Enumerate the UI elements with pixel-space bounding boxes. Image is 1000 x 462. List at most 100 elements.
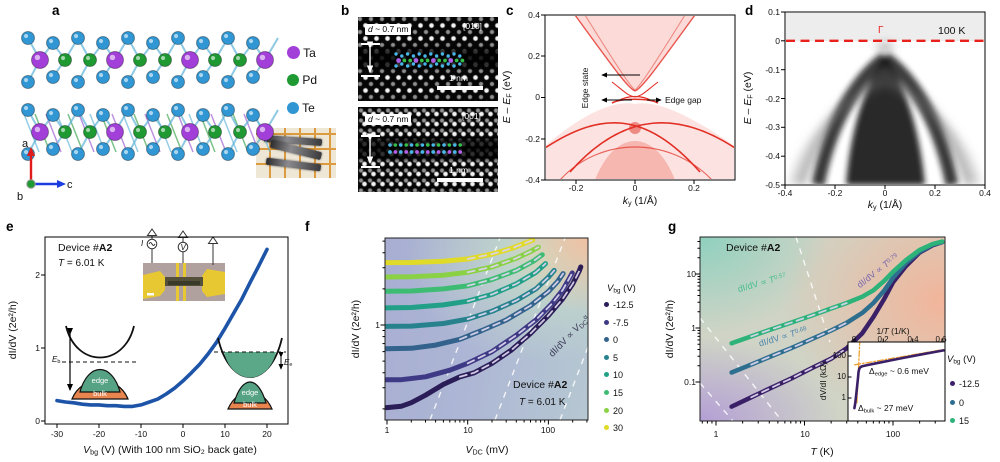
pd-atom-icon: [287, 74, 299, 86]
c-ytick: 0: [535, 92, 540, 102]
d-ytick: -0.4: [765, 151, 780, 162]
d-ytick: 0.1: [768, 7, 780, 17]
g-ytick: 0.1: [684, 377, 696, 387]
te-atom-icon: [287, 102, 299, 114]
g-ylabel: dI/dV (2e²/h): [663, 299, 676, 359]
g-device-title: Device #A2: [726, 242, 781, 254]
stem-annotations: [361, 41, 483, 182]
d-xlabel: ky (1/Å): [867, 199, 903, 212]
f-legend-entry-dot: [604, 390, 609, 395]
current-source-label: I: [141, 239, 144, 248]
edge-label: edge: [241, 388, 259, 397]
panel-e-frame: [44, 236, 289, 425]
e-ytick: 0: [35, 416, 40, 426]
f-legend-entry-dot: [604, 372, 609, 378]
arpes-art: [786, 13, 984, 184]
panel-label-d: d: [745, 3, 754, 18]
lattice-spacing-label: d ~ 0.7 nm: [365, 114, 412, 125]
d-xtick: -0.2: [827, 188, 843, 198]
panel-label-b: b: [341, 3, 350, 18]
scalebar-label: 1 nm: [449, 73, 468, 83]
edge-state-annotation: Edge state: [579, 67, 590, 109]
stem-overlays: [388, 52, 465, 154]
g-ytick: 1: [691, 323, 696, 333]
e-temperature: T = 6.01 K: [58, 258, 105, 269]
f-legend-entry-dot: [604, 425, 609, 431]
f-ylabel: dI/dV (2e²/h): [349, 299, 362, 359]
e-xtick: -20: [92, 429, 106, 439]
f-legend-entry-value: 30: [613, 423, 624, 434]
g-ytick: 10: [686, 269, 696, 279]
c-ylabel: E – EF (eV): [501, 70, 514, 124]
panel-g-ticks: [695, 240, 936, 426]
g-xtick: 10: [800, 429, 810, 439]
d-ytick: 0: [775, 35, 780, 46]
c-ytick: -0.4: [525, 175, 540, 185]
edge-gap-annotation: Edge gap: [665, 95, 702, 105]
d-ytick: -0.5: [765, 180, 780, 190]
edge-gap-value: Δedge ~ 0.6 meV: [869, 366, 929, 378]
lattice-spacing-label: d ~ 0.7 nm: [365, 24, 412, 35]
panel-f-ticks: [380, 240, 588, 425]
g-xtick: 1: [713, 429, 719, 439]
panel-e-ticks: [41, 274, 268, 428]
f-legend-entry-dot: [604, 407, 609, 413]
g-inset-xlabel: 1/T (1/K): [876, 326, 910, 336]
f-temperature: T = 6.01 K: [519, 397, 566, 408]
edge-gap-energy-label: Ee: [284, 358, 293, 369]
d-temperature-label: 100 K: [938, 25, 966, 37]
f-legend-entry-value: 20: [613, 405, 624, 416]
panel-label-f: f: [305, 219, 310, 234]
band-schematic-left: [62, 325, 138, 400]
e-xtick: 20: [262, 429, 272, 439]
c-ytick: -0.2: [525, 134, 540, 144]
e-xtick: 0: [180, 429, 186, 439]
axis-b-label: b: [17, 191, 24, 203]
c-xtick: -0.2: [568, 183, 584, 193]
e-ytick: 1: [35, 343, 40, 353]
e-ylabel: dI/dV (2e²/h): [6, 300, 19, 360]
d-ytick: -0.1: [765, 64, 780, 75]
panel-d-ticks: [781, 11, 986, 189]
f-xtick: 10: [463, 425, 473, 435]
panel-f-curves: [385, 238, 584, 411]
ta-atom-icon: [287, 46, 300, 59]
c-xlabel: ky (1/Å): [622, 195, 658, 208]
d-ylabel: E – EF (eV): [742, 71, 755, 125]
f-legend-entry-dot: [604, 354, 609, 360]
bulk-label: bulk: [243, 400, 257, 409]
axis-a-label: a: [22, 138, 29, 150]
d-ytick: -0.2: [765, 93, 780, 104]
panel-g-inset-frame: [847, 341, 946, 422]
panel-g-inset-ticks: [848, 338, 943, 399]
g-legend-entry-dot: [950, 418, 955, 423]
band-structure-art: [546, 16, 734, 179]
band-schematic-right: [214, 337, 286, 410]
panel-f-frame: [384, 237, 589, 421]
f-legend-entry-dot: [604, 337, 609, 343]
band-annotation-arrows: [601, 72, 662, 103]
e-xtick: -30: [50, 429, 64, 439]
bulk-label: bulk: [93, 389, 107, 398]
bulk-gap-label: Eb: [52, 355, 61, 366]
g-legend-entry-value: 0: [959, 397, 965, 408]
f-legend-entry-value: -12.5: [613, 300, 634, 310]
panel-f-guides: [429, 238, 588, 420]
g-xlabel: T (K): [810, 446, 834, 458]
scalebar-label: 1 nm: [449, 165, 468, 175]
g-xtick: 100: [885, 429, 901, 439]
d-ytick: -0.3: [765, 122, 780, 133]
c-ytick: 0.4: [528, 10, 540, 20]
g-legend-title: Vbg (V): [947, 354, 976, 366]
panel-c-ticks: [541, 14, 695, 184]
f-xtick: 100: [540, 425, 556, 435]
panel-label-c: c: [506, 3, 514, 18]
d-xtick: -0.4: [777, 188, 793, 198]
c-xtick: 0.2: [688, 183, 700, 193]
e-xlabel: Vbg (V) (With 100 nm SiO₂ back gate): [83, 444, 257, 457]
g-inset-xtick: 0.4: [907, 335, 919, 344]
d-xtick: 0: [882, 188, 888, 198]
axis-c-label: c: [67, 179, 73, 191]
